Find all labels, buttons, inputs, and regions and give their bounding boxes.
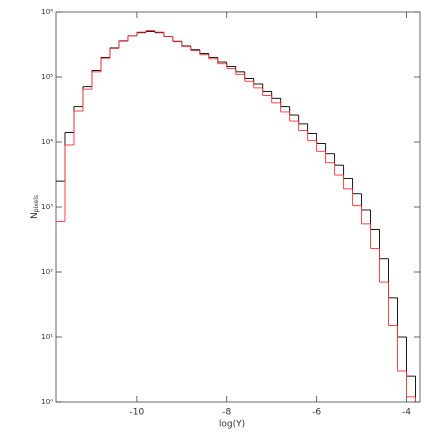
plot-frame bbox=[55, 11, 421, 403]
y-tick-label: 10⁶ bbox=[41, 8, 53, 16]
y-axis-label-group: Npixels bbox=[30, 195, 40, 219]
y-axis-label-main: N bbox=[30, 212, 40, 219]
y-axis-label: Npixels bbox=[30, 195, 40, 219]
x-axis-label: log(Y) bbox=[219, 420, 245, 430]
y-axis-label-sub: pixels bbox=[33, 195, 40, 212]
y-tick-label: 10⁰ bbox=[41, 398, 53, 406]
y-tick-label: 10⁵ bbox=[41, 73, 53, 81]
y-tick-label: 10³ bbox=[41, 203, 53, 211]
x-tick-label: -4 bbox=[402, 408, 411, 418]
x-tick-label: -8 bbox=[222, 408, 231, 418]
y-tick-label: 10² bbox=[41, 268, 53, 276]
x-tick-label: -6 bbox=[312, 408, 321, 418]
y-tick-label: 10⁴ bbox=[41, 138, 53, 146]
x-tick-label: -10 bbox=[130, 408, 145, 418]
y-tick-label: 10¹ bbox=[41, 333, 53, 341]
